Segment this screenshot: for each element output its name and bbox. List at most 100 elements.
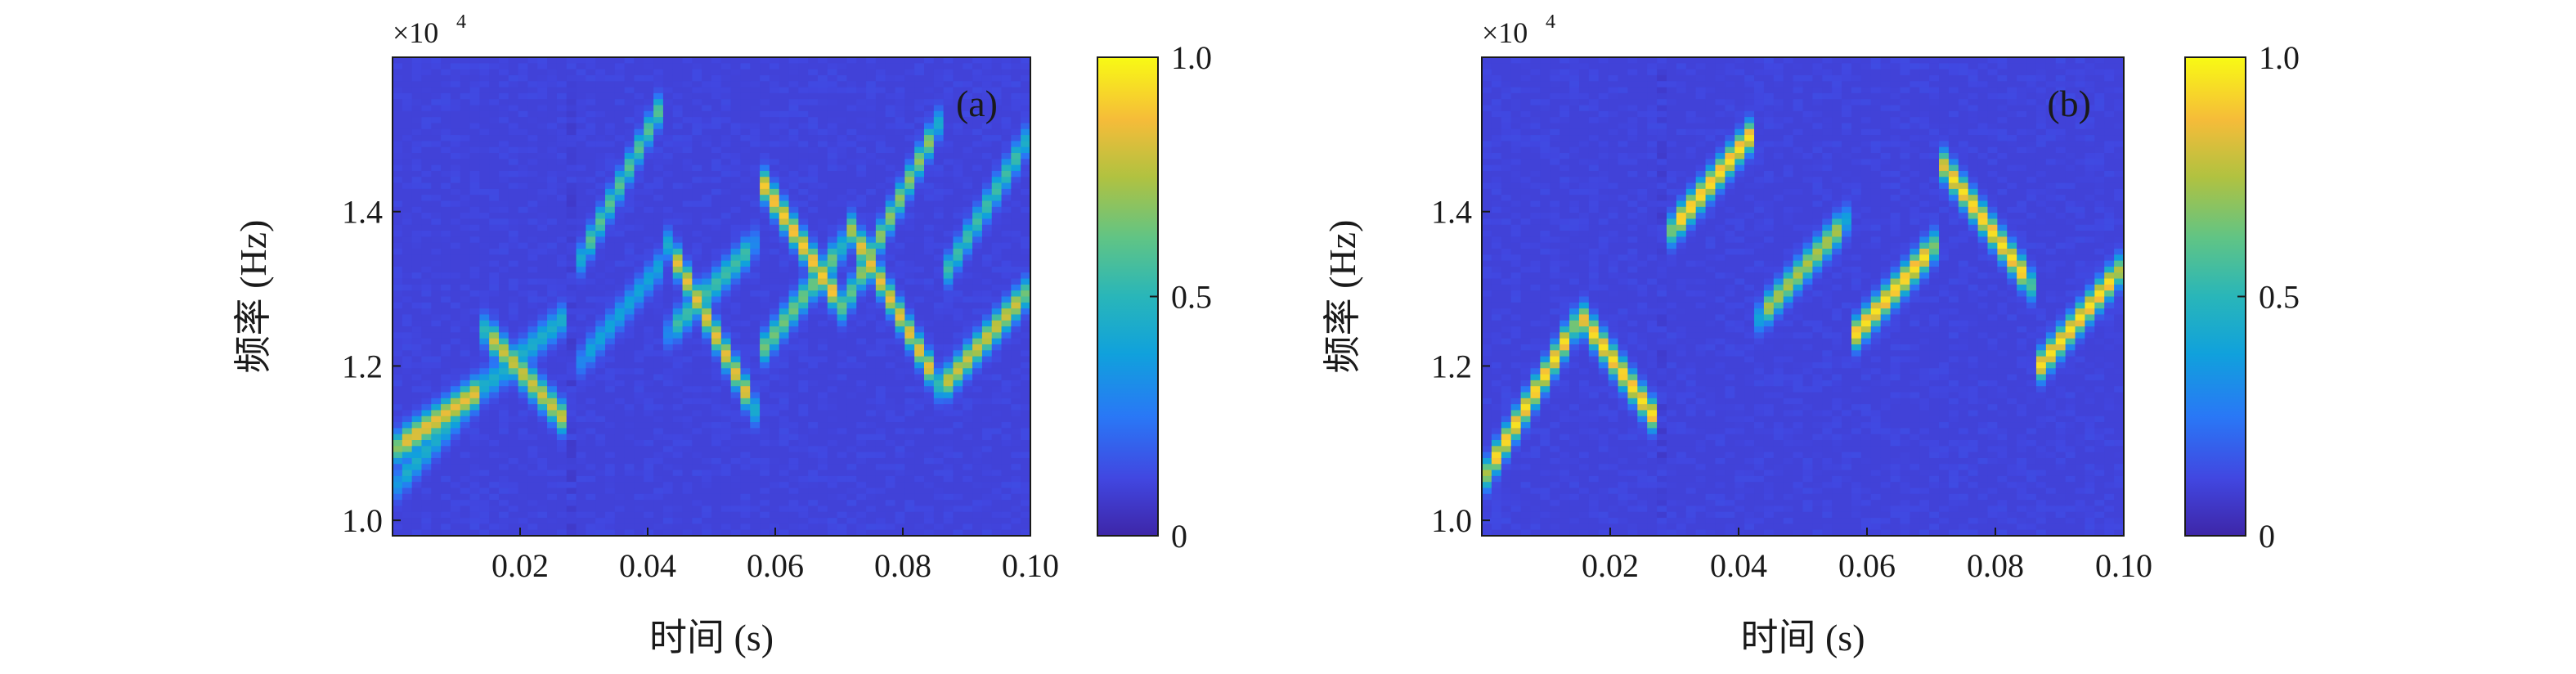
- heatmap-cell: [595, 488, 606, 495]
- heatmap-cell: [508, 290, 519, 298]
- heatmap-cell: [981, 506, 993, 513]
- heatmap-cell: [479, 308, 490, 316]
- heatmap-cell: [702, 440, 712, 447]
- heatmap-cell: [393, 141, 403, 148]
- heatmap-cell: [711, 470, 722, 477]
- heatmap-cell: [547, 110, 558, 118]
- heatmap-cell: [788, 290, 799, 298]
- heatmap-cell: [808, 446, 819, 453]
- heatmap-cell: [991, 87, 1003, 94]
- heatmap-cell: [846, 302, 857, 309]
- heatmap-cell: [702, 332, 712, 339]
- heatmap-cell: [904, 123, 915, 130]
- heatmap-cell: [702, 362, 712, 369]
- heatmap-cell: [885, 99, 896, 106]
- heatmap-cell: [788, 482, 799, 489]
- heatmap-cell: [769, 182, 780, 190]
- heatmap-cell: [614, 529, 626, 537]
- heatmap-cell: [499, 362, 509, 369]
- heatmap-cell: [624, 105, 635, 112]
- heatmap-cell: [895, 135, 905, 142]
- heatmap-cell: [895, 182, 905, 190]
- heatmap-cell: [769, 392, 780, 399]
- heatmap-cell: [431, 314, 442, 321]
- heatmap-cell: [808, 254, 819, 262]
- heatmap-cell: [431, 254, 442, 262]
- heatmap-cell: [556, 482, 568, 489]
- heatmap-cell: [605, 446, 616, 453]
- heatmap-cell: [682, 99, 693, 106]
- heatmap-cell: [875, 326, 886, 333]
- heatmap-cell: [556, 302, 568, 309]
- heatmap-cell: [895, 392, 905, 399]
- heatmap-cell: [740, 356, 751, 363]
- heatmap-cell: [885, 457, 896, 465]
- heatmap-cell: [953, 392, 963, 399]
- heatmap-cell: [702, 344, 712, 351]
- heatmap-cell: [605, 188, 616, 195]
- heatmap-cell: [895, 314, 905, 321]
- heatmap-cell: [393, 117, 403, 124]
- heatmap-cell: [460, 200, 471, 208]
- heatmap-cell: [846, 105, 857, 112]
- heatmap-cell: [818, 338, 828, 345]
- heatmap-cell: [682, 302, 693, 309]
- heatmap-cell: [943, 362, 954, 369]
- heatmap-cell: [595, 362, 606, 369]
- heatmap-cell: [672, 260, 684, 267]
- heatmap-cell: [827, 326, 838, 333]
- heatmap-cell: [421, 249, 432, 255]
- heatmap-cell: [605, 92, 616, 100]
- heatmap-cell: [972, 69, 983, 76]
- heatmap-cell: [692, 475, 702, 483]
- heatmap-cell: [846, 392, 857, 399]
- heatmap-cell: [566, 159, 577, 166]
- heatmap-cell: [547, 182, 558, 190]
- heatmap-cell: [653, 506, 664, 513]
- heatmap-cell: [702, 266, 712, 273]
- heatmap-cell: [662, 493, 674, 501]
- heatmap-cell: [508, 200, 519, 208]
- heatmap-cell: [605, 231, 616, 237]
- heatmap-cell: [943, 308, 954, 316]
- heatmap-cell: [943, 434, 954, 441]
- heatmap-cell: [711, 374, 722, 381]
- heatmap-cell: [672, 314, 684, 321]
- heatmap-cell: [421, 218, 432, 226]
- heatmap-cell: [808, 511, 819, 519]
- heatmap-cell: [866, 272, 877, 280]
- heatmap-cell: [827, 195, 838, 202]
- heatmap-cell: [933, 188, 945, 195]
- heatmap-cell: [411, 200, 423, 208]
- heatmap-cell: [711, 320, 722, 327]
- heatmap-cell: [837, 213, 848, 220]
- heatmap-cell: [614, 249, 626, 255]
- heatmap-cell: [895, 236, 905, 244]
- heatmap-cell: [779, 117, 790, 124]
- heatmap-cell: [943, 278, 954, 285]
- heatmap-cell: [953, 296, 963, 303]
- heatmap-cell: [547, 284, 558, 291]
- heatmap-cell: [866, 398, 877, 405]
- heatmap-cell: [682, 69, 693, 76]
- heatmap-cell: [692, 170, 702, 177]
- heatmap-cell: [662, 350, 674, 357]
- heatmap-cell: [885, 260, 896, 267]
- heatmap-cell: [595, 206, 606, 213]
- heatmap-cell: [595, 314, 606, 321]
- heatmap-cell: [431, 380, 442, 387]
- heatmap-cell: [469, 362, 480, 369]
- heatmap-cell: [818, 213, 828, 220]
- heatmap-cell: [730, 314, 742, 321]
- heatmap-cell: [818, 344, 828, 351]
- heatmap-cell: [827, 362, 838, 369]
- heatmap-cell: [740, 302, 751, 309]
- heatmap-cell: [634, 74, 644, 82]
- heatmap-cell: [411, 141, 423, 148]
- heatmap-cell: [411, 475, 423, 483]
- heatmap-cell: [914, 224, 925, 231]
- heatmap-cell: [885, 57, 896, 64]
- heatmap-cell: [605, 105, 616, 112]
- heatmap-cell: [808, 452, 819, 459]
- heatmap-cell: [740, 135, 751, 142]
